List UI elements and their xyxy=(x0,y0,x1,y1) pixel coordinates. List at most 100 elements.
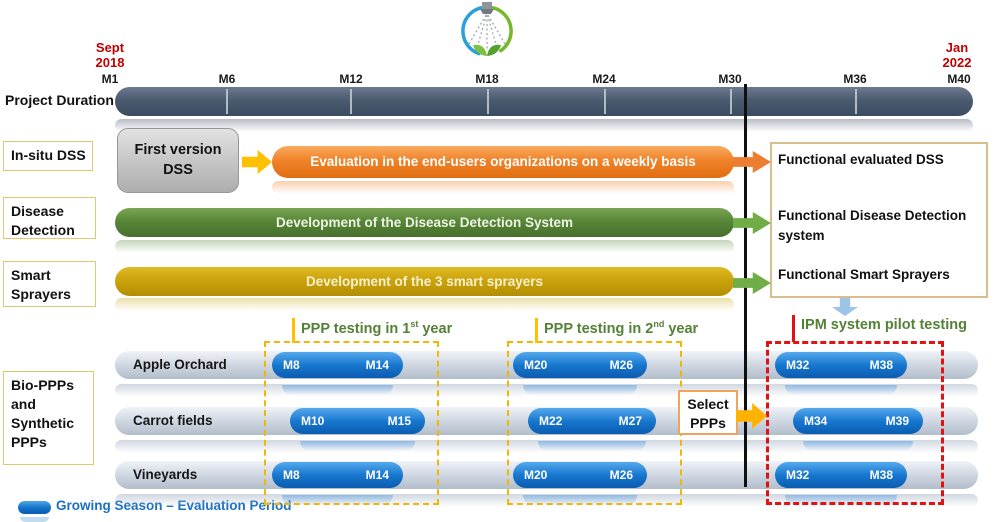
timeline-tick xyxy=(604,89,606,114)
pill-end-label: M14 xyxy=(365,468,389,482)
evaluation-bar-reflection xyxy=(272,181,734,194)
pill-reflection xyxy=(523,495,637,505)
timeline-tick xyxy=(855,89,857,114)
deliverables-box xyxy=(770,142,988,298)
season-pill: M10 M15 xyxy=(290,408,425,434)
pill-reflection xyxy=(300,441,415,451)
timeline-tick xyxy=(487,89,489,114)
category-box-ppps: Bio-PPPs and Synthetic PPPs xyxy=(3,371,94,465)
category-label: Disease xyxy=(11,203,64,219)
project-duration-bar xyxy=(115,87,973,116)
phase-text: PPP testing in 2 xyxy=(544,320,654,337)
end-date-month: Jan xyxy=(945,40,969,55)
deliverable-functional-dss: Functional evaluated DSS xyxy=(778,152,944,167)
category-label: Synthetic xyxy=(11,415,75,431)
timeline-tick xyxy=(350,89,352,114)
pill-start-label: M22 xyxy=(539,414,563,428)
tick-label-m24: M24 xyxy=(592,72,616,86)
phase-sup: nd xyxy=(653,319,665,329)
project-duration-label: Project Duration xyxy=(5,92,114,108)
pill-end-label: M26 xyxy=(609,358,633,372)
phase-tick-red xyxy=(792,315,795,342)
sprayer-leaf-logo-icon xyxy=(461,2,513,56)
tick-label-m18: M18 xyxy=(475,72,499,86)
phase-label-ipm: IPM system pilot testing xyxy=(801,317,967,333)
yellow-arrow-icon xyxy=(242,150,272,174)
deliverable-smart-sprayers: Functional Smart Sprayers xyxy=(778,267,950,282)
pill-start-label: M20 xyxy=(524,468,548,482)
select-ppps-line: PPPs xyxy=(690,415,726,431)
pill-reflection xyxy=(538,441,646,451)
phase-label-ppp-year1: PPP testing in 1st year xyxy=(301,319,452,337)
disease-bar-reflection xyxy=(115,240,734,253)
row-label: Apple Orchard xyxy=(133,357,227,372)
pill-start-label: M20 xyxy=(524,358,548,372)
first-version-dss-box: First version DSS xyxy=(117,128,239,193)
pill-end-label: M26 xyxy=(609,468,633,482)
smart-sprayers-bar: Development of the 3 smart sprayers xyxy=(115,267,734,296)
ppp-year1-dashed-box xyxy=(264,341,439,505)
green-arrow-icon xyxy=(733,212,771,234)
first-version-line: DSS xyxy=(163,162,193,178)
timeline-tick xyxy=(730,89,732,114)
pill-end-label: M15 xyxy=(387,414,411,428)
pill-end-label: M27 xyxy=(618,414,642,428)
season-pill: M8 M14 xyxy=(272,462,403,488)
legend-pill-icon xyxy=(18,501,51,514)
orange-arrow-icon xyxy=(733,151,771,173)
pill-start-label: M34 xyxy=(804,414,828,428)
pill-reflection xyxy=(785,385,897,395)
pill-start-label: M8 xyxy=(283,358,300,372)
pill-end-label: M39 xyxy=(885,414,909,428)
season-pill: M20 M26 xyxy=(513,462,647,488)
pill-reflection xyxy=(282,385,393,395)
end-date-year: 2022 xyxy=(942,55,972,70)
category-box-disease-detection: Disease Detection xyxy=(3,197,96,239)
tick-label-m36: M36 xyxy=(843,72,867,86)
season-pill: M22 M27 xyxy=(528,408,656,434)
select-ppps-box: Select PPPs xyxy=(678,390,738,435)
blue-down-arrow-icon xyxy=(832,298,858,316)
pill-reflection xyxy=(282,495,393,505)
row-label: Carrot fields xyxy=(133,413,213,428)
tick-label-m6: M6 xyxy=(218,72,236,86)
category-label: Detection xyxy=(11,222,75,238)
disease-detection-bar: Development of the Disease Detection Sys… xyxy=(115,208,734,237)
tick-label-m40: M40 xyxy=(947,72,971,86)
pill-start-label: M32 xyxy=(786,468,810,482)
season-pill: M32 M38 xyxy=(775,462,907,488)
first-version-line: First version xyxy=(134,142,222,158)
pill-reflection xyxy=(523,385,637,395)
category-label: and xyxy=(11,396,36,412)
pill-end-label: M38 xyxy=(869,468,893,482)
pill-end-label: M38 xyxy=(869,358,893,372)
category-box-smart-sprayers: Smart Sprayers xyxy=(3,261,96,307)
category-box-insitu-dss: In-situ DSS xyxy=(3,141,93,171)
pill-reflection xyxy=(803,441,913,451)
deliverable-disease-detection: Functional Disease Detection system xyxy=(778,208,967,243)
tick-label-m12: M12 xyxy=(339,72,363,86)
timeline-bar-reflection xyxy=(115,119,973,132)
phase-tick-yellow xyxy=(535,318,538,343)
pill-start-label: M8 xyxy=(283,468,300,482)
category-label: In-situ DSS xyxy=(11,147,86,163)
row-label: Vineyards xyxy=(133,467,198,482)
category-label: Sprayers xyxy=(11,286,71,302)
select-ppps-line: Select xyxy=(687,396,729,412)
pill-reflection xyxy=(785,495,897,505)
phase-text: PPP testing in 1 xyxy=(301,320,411,337)
end-date: Jan 2022 xyxy=(935,40,979,70)
evaluation-bar: Evaluation in the end-users organization… xyxy=(272,146,734,178)
phase-tick-yellow xyxy=(292,318,295,343)
category-label: Smart xyxy=(11,267,51,283)
tick-label-m30: M30 xyxy=(718,72,742,86)
ipm-dashed-box xyxy=(766,341,944,505)
start-date-month: Sept xyxy=(95,40,125,55)
start-date-year: 2018 xyxy=(95,55,125,70)
phase-sup: st xyxy=(410,319,419,329)
sprayers-bar-reflection xyxy=(115,298,734,311)
pill-start-label: M32 xyxy=(786,358,810,372)
timeline-tick xyxy=(226,89,228,114)
start-date: Sept 2018 xyxy=(88,40,132,70)
